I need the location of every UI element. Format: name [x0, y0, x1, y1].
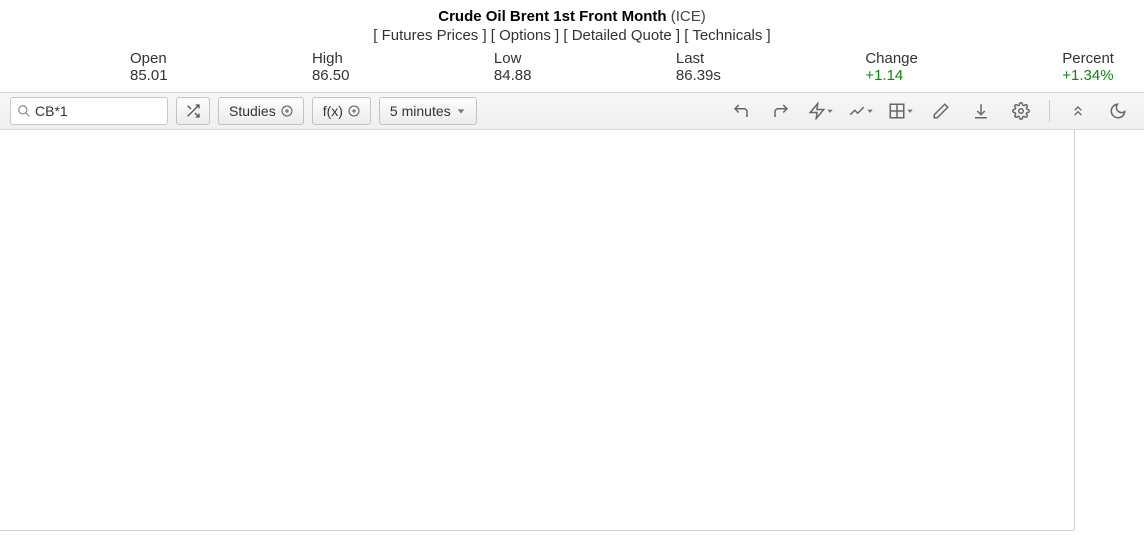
stat-block: Low 84.88	[494, 50, 532, 84]
toolbar-separator	[1049, 100, 1050, 122]
stat-value: 86.39s	[676, 67, 721, 84]
exchange-code: (ICE)	[671, 8, 706, 25]
bolt-icon	[808, 102, 826, 120]
instrument-name: Crude Oil Brent 1st Front Month	[438, 8, 666, 25]
undo-button[interactable]	[725, 95, 757, 127]
stat-block: Percent +1.34%	[1062, 50, 1114, 84]
nav-link[interactable]: Futures Prices	[382, 27, 479, 44]
fx-label: f(x)	[323, 103, 343, 119]
draw-button[interactable]	[925, 95, 957, 127]
shuffle-icon	[185, 103, 201, 119]
nav-link[interactable]: Detailed Quote	[572, 27, 672, 44]
stat-value: 86.50	[312, 67, 350, 84]
nav-link[interactable]: Options	[499, 27, 551, 44]
stat-value: 85.01	[130, 67, 168, 84]
stat-value: 84.88	[494, 67, 532, 84]
pencil-icon	[932, 102, 950, 120]
stats-row: Open 85.01 High 86.50 Low 84.88 Last 86.…	[0, 44, 1144, 92]
layout-icon	[888, 102, 906, 120]
download-button[interactable]	[965, 95, 997, 127]
download-icon	[972, 102, 990, 120]
studies-button[interactable]: Studies	[218, 97, 304, 125]
fx-button[interactable]: f(x)	[312, 97, 371, 125]
settings-button[interactable]	[1005, 95, 1037, 127]
stat-block: High 86.50	[312, 50, 350, 84]
gear-icon	[1012, 102, 1030, 120]
chevrons-up-icon	[1070, 103, 1086, 119]
nav-links: [ Futures Prices ] [ Options ] [ Detaile…	[0, 27, 1144, 44]
caret-down-icon	[456, 106, 466, 116]
symbol-input[interactable]	[31, 103, 161, 119]
chart-type-button[interactable]	[845, 95, 877, 127]
nav-link[interactable]: Technicals	[692, 27, 762, 44]
stat-label: Open	[130, 50, 168, 67]
collapse-button[interactable]	[1062, 95, 1094, 127]
plus-icon	[348, 105, 360, 117]
caret-down-icon	[906, 107, 914, 115]
studies-label: Studies	[229, 103, 276, 119]
events-button[interactable]	[805, 95, 837, 127]
symbol-search[interactable]	[10, 97, 168, 125]
price-chart[interactable]	[0, 130, 1074, 530]
stat-value: +1.34%	[1062, 67, 1114, 84]
x-axis	[0, 530, 1074, 558]
y-axis	[1074, 130, 1144, 530]
stat-label: Change	[865, 50, 918, 67]
toolbar: Studies f(x) 5 minutes	[0, 92, 1144, 130]
interval-button[interactable]: 5 minutes	[379, 97, 477, 125]
chart-type-icon	[848, 102, 866, 120]
undo-icon	[732, 102, 750, 120]
stat-block: Last 86.39s	[676, 50, 721, 84]
stat-label: Percent	[1062, 50, 1114, 67]
stat-label: Low	[494, 50, 532, 67]
theme-button[interactable]	[1102, 95, 1134, 127]
interval-label: 5 minutes	[390, 103, 451, 119]
search-icon	[17, 104, 31, 118]
caret-down-icon	[866, 107, 874, 115]
plus-icon	[281, 105, 293, 117]
caret-down-icon	[826, 107, 834, 115]
stat-block: Change +1.14	[865, 50, 918, 84]
stat-value: +1.14	[865, 67, 918, 84]
stat-block: Open 85.01	[130, 50, 168, 84]
stat-label: High	[312, 50, 350, 67]
shuffle-button[interactable]	[176, 97, 210, 125]
redo-button[interactable]	[765, 95, 797, 127]
chart-area	[0, 130, 1144, 558]
moon-icon	[1109, 102, 1127, 120]
stat-label: Last	[676, 50, 721, 67]
page-title: Crude Oil Brent 1st Front Month (ICE)	[0, 8, 1144, 25]
layout-button[interactable]	[885, 95, 917, 127]
redo-icon	[772, 102, 790, 120]
